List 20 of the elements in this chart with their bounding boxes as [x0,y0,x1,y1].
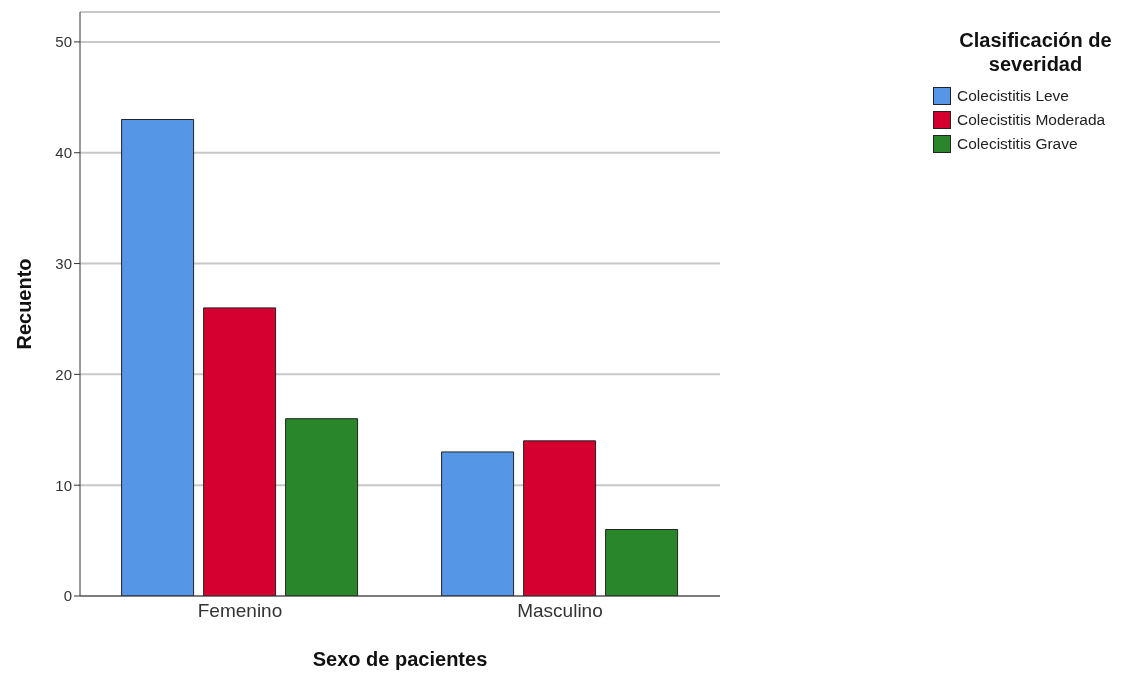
y-tick-label: 0 [63,587,72,605]
y-tick-label: 20 [55,365,72,383]
legend-label: Colecistitis Moderada [956,110,1107,130]
legend-label: Colecistitis Leve [956,86,1070,106]
legend-title: Clasificación de severidad [958,28,1113,76]
legend-label: Colecistitis Grave [956,134,1079,154]
x-tick-label: Femenino [197,600,283,622]
bar [203,307,277,596]
bar [121,118,195,596]
bar [523,440,597,596]
x-axis-title: Sexo de pacientes [312,648,488,670]
y-axis-title: Recuento [13,258,36,350]
y-tick-label: 30 [55,254,72,272]
y-tick-label: 40 [55,144,72,162]
bar [441,451,515,596]
x-tick-label: Masculino [517,600,603,622]
y-tick-label: 10 [55,476,72,494]
bar [605,529,679,596]
y-tick-label: 50 [55,33,72,51]
bar [285,418,359,596]
